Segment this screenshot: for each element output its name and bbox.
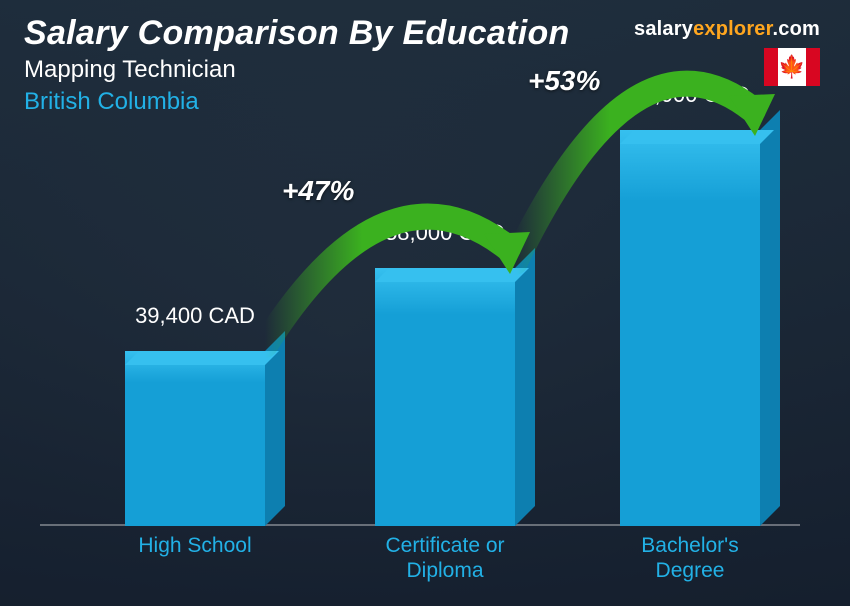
increase-arc: [60, 90, 820, 526]
chart-title: Salary Comparison By Education: [24, 14, 570, 53]
bar-category-label: Bachelor'sDegree: [580, 534, 800, 584]
flag-icon: 🍁: [764, 48, 820, 86]
bar-chart: 39,400 CADHigh School58,000 CADCertifica…: [60, 130, 780, 526]
brand-text-2: explorer: [693, 18, 772, 40]
maple-leaf-icon: 🍁: [778, 56, 806, 78]
bar-category-label: High School: [85, 534, 305, 559]
brand-logo: salaryexplorer.com: [634, 18, 820, 41]
flag-right-bar: [806, 48, 820, 86]
increase-percent-label: +53%: [528, 65, 600, 97]
bar-category-label: Certificate orDiploma: [335, 534, 555, 584]
flag-left-bar: [764, 48, 778, 86]
chart-subtitle-role: Mapping Technician: [24, 56, 236, 84]
brand-text-1: salary: [634, 18, 693, 40]
chart-canvas: Salary Comparison By Education Mapping T…: [0, 0, 850, 606]
brand-text-3: .com: [773, 18, 820, 40]
